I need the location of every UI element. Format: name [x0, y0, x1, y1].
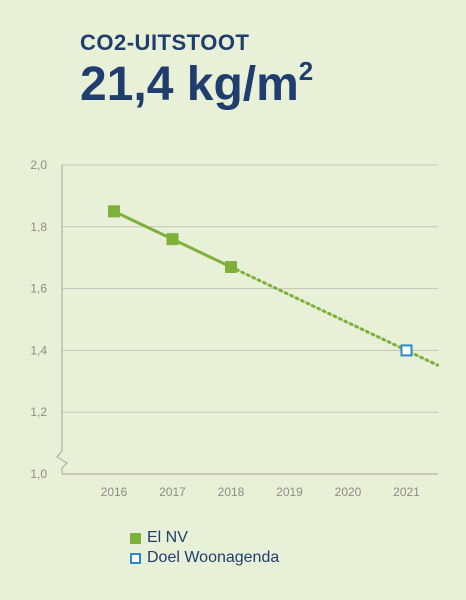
y-tick-label: 1,0	[30, 467, 47, 481]
x-tick-label: 2021	[393, 485, 420, 499]
legend-swatch-filled-square	[130, 532, 141, 544]
data-point-target	[400, 344, 413, 357]
chart-legend: El NV Doel Woonagenda	[130, 528, 279, 568]
headline-unit-superscript: 2	[298, 56, 314, 86]
data-point-actual	[166, 233, 179, 246]
legend-item-actual: El NV	[130, 528, 279, 548]
data-point-actual	[108, 205, 120, 218]
y-tick-label: 1,4	[30, 343, 47, 357]
legend-swatch-hollow-square	[130, 552, 141, 564]
y-tick-label: 2,0	[30, 158, 47, 172]
legend-label-target: Doel Woonagenda	[147, 549, 280, 566]
headline-value: 21,4 kg/m2	[80, 58, 313, 109]
y-tick-label: 1,8	[30, 220, 47, 234]
y-tick-label: 1,6	[30, 282, 47, 296]
x-tick-label: 2016	[101, 485, 128, 499]
headline-number: 21,4 kg/m	[80, 58, 299, 111]
chart-subtitle: CO2-UITSTOOT	[80, 30, 250, 55]
x-tick-label: 2018	[218, 485, 245, 499]
data-point-actual	[225, 260, 237, 273]
x-tick-label: 2019	[276, 485, 303, 499]
y-tick-label: 1,2	[30, 405, 47, 419]
x-tick-label: 2020	[335, 485, 362, 499]
x-tick-label: 2017	[159, 485, 186, 499]
legend-label-actual: El NV	[147, 529, 188, 546]
y-axis-line	[56, 165, 68, 474]
legend-item-target: Doel Woonagenda	[130, 548, 279, 568]
